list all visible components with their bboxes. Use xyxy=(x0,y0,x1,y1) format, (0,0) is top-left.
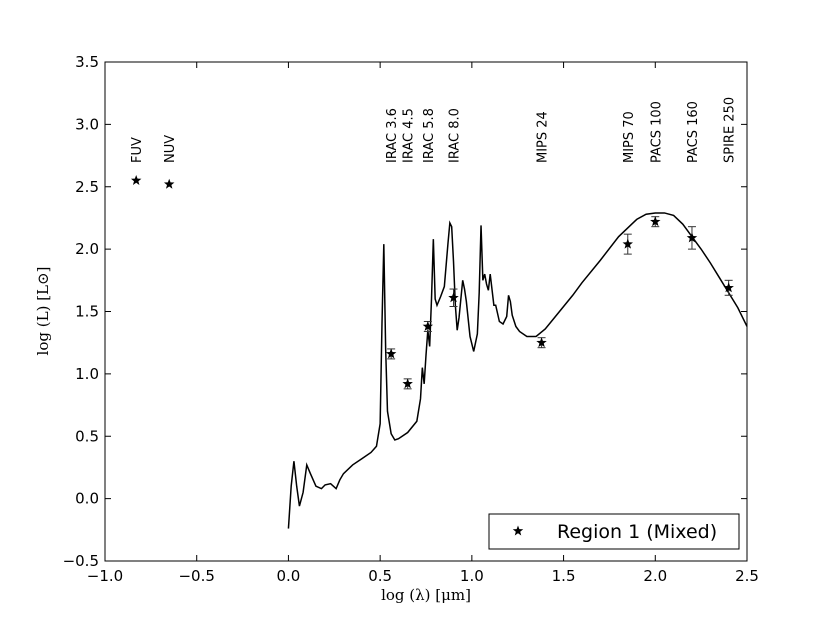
data-point-star xyxy=(448,292,459,303)
band-label: IRAC 8.0 xyxy=(448,108,463,163)
y-tick-label: 1.5 xyxy=(75,303,99,321)
band-label: IRAC 3.6 xyxy=(385,108,400,163)
band-label: NUV xyxy=(163,135,178,163)
y-tick-label: 3.0 xyxy=(75,115,99,133)
band-label: SPIRE 250 xyxy=(723,97,738,163)
y-tick-label: 1.0 xyxy=(75,365,99,383)
y-tick-label: 0.5 xyxy=(75,427,99,445)
data-point-star xyxy=(622,238,633,249)
data-point-star xyxy=(536,337,547,348)
x-tick-label: 2.5 xyxy=(735,567,759,585)
data-point-star xyxy=(163,178,175,189)
y-axis-label: log (L) [L⊙] xyxy=(34,267,52,356)
y-tick-label: −0.5 xyxy=(63,552,99,570)
x-tick-label: −0.5 xyxy=(178,567,214,585)
data-point-star xyxy=(422,320,434,331)
x-tick-label: −1.0 xyxy=(87,567,123,585)
model-sed-curve xyxy=(287,212,748,529)
y-tick-label: 3.5 xyxy=(75,53,99,71)
band-label: PACS 160 xyxy=(686,101,701,163)
plot-area: −1.0 −0.5 0.0 0.5 1.0 1.5 2.0 2.5 −0.50.00.51.0… xyxy=(63,53,759,585)
y-tick-label: 0.0 xyxy=(75,490,99,508)
data-point-star xyxy=(686,232,698,243)
data-point-star xyxy=(385,348,397,359)
band-label: MIPS 24 xyxy=(536,111,551,163)
data-point-star xyxy=(650,216,661,227)
data-point-star xyxy=(723,282,734,293)
data-points xyxy=(130,175,734,389)
y-axis-ticks: −0.5 0.0 0.5 1.0 1.5 2.0 2.5 3.0 3.5 xyxy=(63,53,747,570)
x-tick-label: 0.5 xyxy=(368,567,392,585)
legend-label: Region 1 (Mixed) xyxy=(557,521,717,543)
band-label: PACS 100 xyxy=(649,101,664,163)
band-label: MIPS 70 xyxy=(622,111,637,163)
x-axis-ticks: −1.0 −0.5 0.0 0.5 1.0 1.5 2.0 2.5 xyxy=(87,62,759,585)
band-labels: FUV NUV IRAC 3.6 IRAC 4.5 IRAC 5.8 IRAC 8.0 MI… xyxy=(130,97,737,163)
error-bars xyxy=(387,216,733,390)
data-point-star xyxy=(130,175,142,185)
x-tick-label: 0.0 xyxy=(276,567,300,585)
y-tick-label: 2.5 xyxy=(75,178,99,196)
legend-box xyxy=(488,513,740,550)
y-tick-label: 2.0 xyxy=(75,240,99,258)
band-label: FUV xyxy=(130,137,145,163)
band-label: IRAC 4.5 xyxy=(402,108,417,163)
data-point-star xyxy=(402,378,413,389)
legend: Region 1 (Mixed) xyxy=(488,513,740,550)
x-tick-label: 1.0 xyxy=(460,567,484,585)
x-tick-label: 1.5 xyxy=(552,567,576,585)
legend-star-icon xyxy=(512,525,524,536)
band-label: IRAC 5.8 xyxy=(422,108,437,163)
x-tick-label: 2.0 xyxy=(643,567,667,585)
x-axis-label: log (λ) [μm] xyxy=(381,586,471,604)
